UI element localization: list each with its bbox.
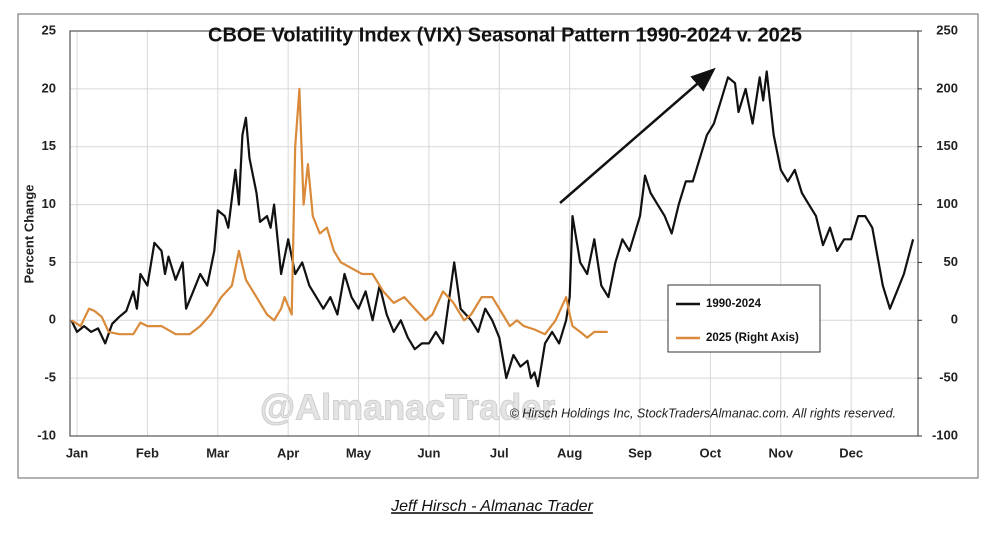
y-tick-label: -10 — [37, 427, 56, 442]
x-tick-label: Mar — [206, 445, 229, 460]
y-tick-label: 15 — [42, 138, 56, 153]
x-tick-label: Apr — [277, 445, 299, 460]
y-tick-label: -5 — [44, 370, 56, 385]
y2-tick-label: -100 — [932, 427, 958, 442]
x-tick-label: Dec — [839, 445, 863, 460]
series-line — [70, 87, 608, 339]
x-tick-label: Jun — [417, 445, 440, 460]
frame — [17, 13, 979, 479]
legend-label: 1990-2024 — [706, 298, 762, 310]
y-tick-label: 20 — [42, 80, 56, 95]
x-tick-label: Oct — [700, 445, 722, 460]
y2-tick-label: 0 — [951, 312, 958, 327]
plot-border — [69, 30, 919, 437]
lines — [70, 70, 915, 388]
x-tick-label: Sep — [628, 445, 652, 460]
x-tick-label: Nov — [768, 445, 793, 460]
y2-tick-label: 150 — [936, 138, 958, 153]
y2-tick-label: -50 — [939, 370, 958, 385]
y-tick-label: 5 — [49, 254, 56, 269]
annotation: © Hirsch Holdings Inc, StockTradersAlman… — [510, 406, 896, 420]
y2-tick-label: 250 — [936, 22, 958, 37]
caption: Jeff Hirsch - Almanac Trader — [390, 498, 594, 515]
x-tick-label: Jan — [66, 445, 88, 460]
x-tick-label: Aug — [557, 445, 582, 460]
x-tick-label: May — [346, 445, 372, 460]
legend-entries: 1990-2024 2025 (Right Axis) — [676, 298, 799, 344]
x-tick-label: Feb — [136, 445, 159, 460]
y-tick-label: 10 — [42, 196, 56, 211]
chart-title: CBOE Volatility Index (VIX) Seasonal Pat… — [208, 24, 802, 46]
y-tick-label: 25 — [42, 22, 56, 37]
legend-label: 2025 (Right Axis) — [706, 332, 799, 344]
y2-tick-label: 200 — [936, 80, 958, 95]
y-tick-label: 0 — [49, 312, 56, 327]
y2-tick-label: 100 — [936, 196, 958, 211]
y2-tick-label: 50 — [944, 254, 958, 269]
trend-arrow — [559, 67, 716, 204]
series-line — [70, 70, 915, 388]
x-tick-label: Jul — [490, 445, 509, 460]
watermark: @AlmanacTrader — [260, 387, 555, 428]
legend — [667, 284, 821, 353]
y-axis-label: Percent Change — [21, 185, 36, 284]
